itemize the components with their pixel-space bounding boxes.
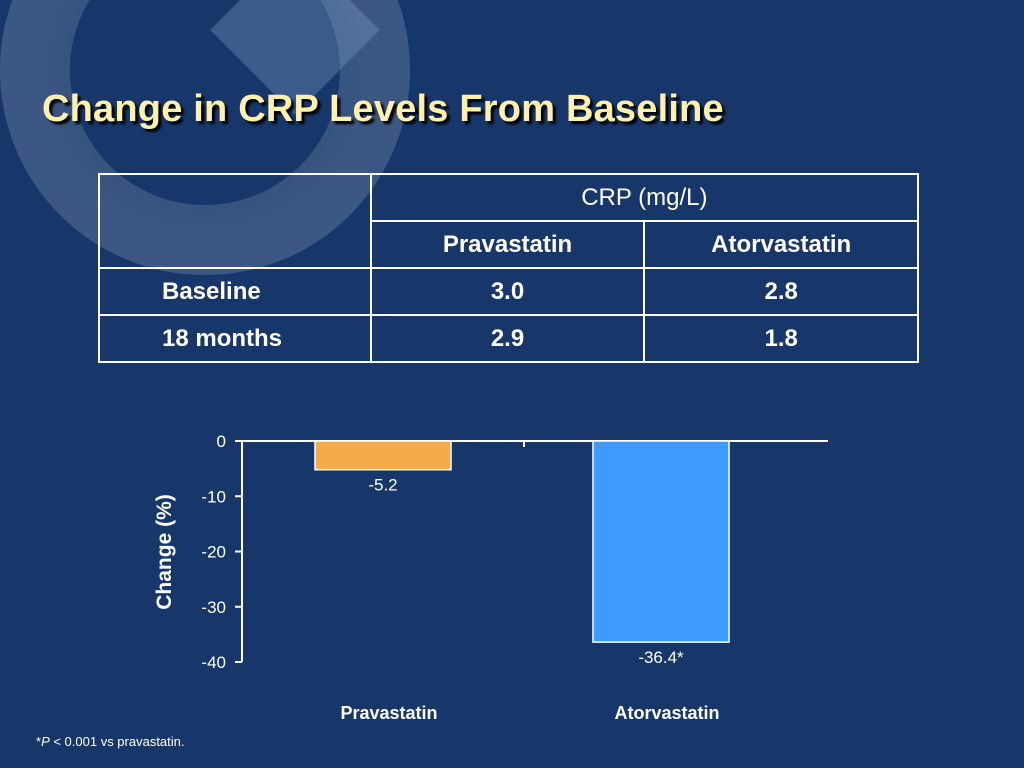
row-label-18-months: 18 months	[98, 314, 372, 363]
y-tick-label: -30	[201, 598, 226, 617]
cell-baseline-atorvastatin: 2.8	[643, 267, 919, 316]
table-row: Baseline 3.0 2.8	[98, 267, 919, 316]
table-column-row: Pravastatin Atorvastatin	[99, 220, 919, 269]
page-title: Change in CRP Levels From Baseline	[42, 88, 724, 130]
y-tick-label: -20	[201, 543, 226, 562]
footnote-text: < 0.001 vs pravastatin.	[49, 734, 185, 749]
decorative-diamond	[210, 0, 380, 115]
footnote-star: *	[36, 734, 42, 749]
category-label-atorvastatin: Atorvastatin	[614, 703, 719, 723]
bar-atorvastatin	[592, 440, 730, 643]
row-label-baseline: Baseline	[98, 267, 372, 316]
footnote: *P < 0.001 vs pravastatin.	[36, 734, 185, 749]
cell-18months-pravastatin: 2.9	[369, 314, 646, 363]
footnote-p: P	[41, 734, 50, 749]
table-row: 18 months 2.9 1.8	[98, 314, 919, 363]
crp-change-bar-chart: 0 -10 -20 -30 -40 -5.2 Pravastatin -36.4* Atorva…	[153, 432, 828, 723]
y-tick-label: -40	[201, 653, 226, 672]
table-corner-cell	[98, 173, 372, 269]
category-label-pravastatin: Pravastatin	[340, 703, 437, 723]
cell-baseline-pravastatin: 3.0	[369, 267, 646, 316]
y-tick-label: -10	[201, 487, 226, 506]
y-tick-label: 0	[217, 432, 226, 451]
bar-pravastatin	[314, 440, 452, 471]
y-axis-title: Change (%)	[153, 494, 176, 610]
table-header-row: CRP (mg/L)	[98, 173, 920, 269]
data-label-pravastatin: -5.2	[368, 476, 397, 495]
table-group-header: CRP (mg/L)	[369, 173, 920, 222]
column-header-atorvastatin: Atorvastatin	[643, 220, 919, 269]
cell-18months-atorvastatin: 1.8	[643, 314, 919, 363]
column-header-pravastatin: Pravastatin	[369, 220, 646, 269]
crp-table: CRP (mg/L) Pravastatin Atorvastatin Base…	[98, 173, 920, 363]
data-label-atorvastatin: -36.4*	[638, 648, 684, 667]
